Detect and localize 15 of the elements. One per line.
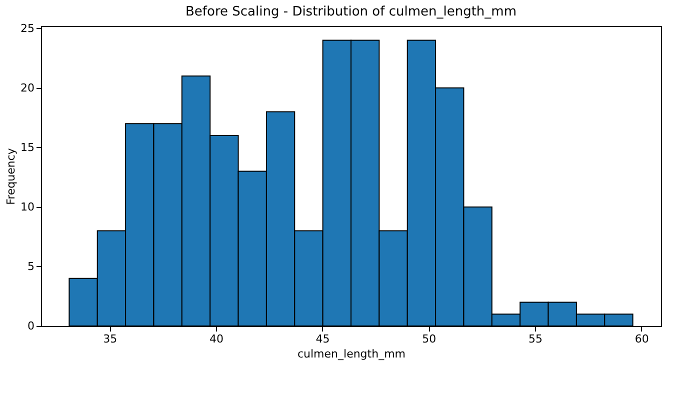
x-tick-label: 35: [103, 332, 118, 346]
y-tick-label: 25: [20, 22, 34, 35]
x-axis-title: culmen_length_mm: [297, 348, 406, 360]
chart-title: Before Scaling - Distribution of culmen_length_mm: [186, 4, 516, 20]
y-tick-label: 5: [28, 260, 34, 273]
y-tick-label: 0: [28, 320, 34, 332]
x-tick-label: 40: [209, 332, 224, 346]
x-tick-label: 45: [316, 332, 330, 346]
x-tick-label: 60: [634, 332, 649, 346]
x-tick-label: 55: [528, 332, 542, 346]
y-tick-label: 15: [20, 140, 34, 154]
y-tick-label: 20: [20, 81, 34, 94]
x-tick-label: 50: [422, 332, 436, 346]
y-tick-label: 10: [20, 200, 34, 214]
y-axis-title: Frequency: [4, 148, 18, 205]
